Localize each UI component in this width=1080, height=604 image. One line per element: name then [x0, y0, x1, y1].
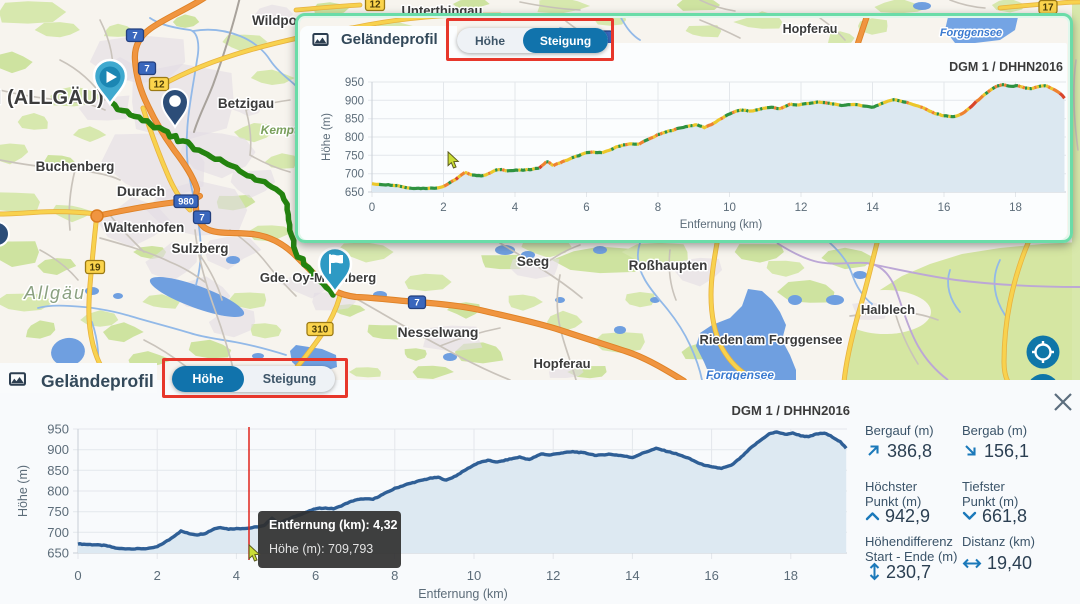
- svg-text:10: 10: [723, 202, 736, 214]
- svg-text:Hopferau: Hopferau: [533, 356, 590, 371]
- svg-text:Hopferau: Hopferau: [783, 22, 838, 36]
- svg-text:900: 900: [47, 442, 69, 457]
- svg-text:0: 0: [74, 568, 81, 583]
- svg-text:Entfernung (km): Entfernung (km): [418, 587, 508, 601]
- svg-text:850: 850: [345, 114, 364, 126]
- svg-text:Seeg: Seeg: [517, 254, 549, 269]
- svg-text:4: 4: [233, 568, 240, 583]
- svg-text:8: 8: [655, 202, 661, 214]
- svg-text:800: 800: [47, 484, 69, 499]
- svg-text:750: 750: [47, 504, 69, 519]
- svg-text:12: 12: [153, 80, 165, 91]
- svg-text:7: 7: [414, 298, 419, 309]
- svg-text:Rieden am Forggensee: Rieden am Forggensee: [699, 332, 842, 347]
- svg-text:12: 12: [546, 568, 560, 583]
- svg-text:950: 950: [345, 77, 364, 89]
- svg-text:19: 19: [89, 263, 101, 274]
- svg-text:Wildpo: Wildpo: [252, 13, 297, 28]
- svg-text:Halblech: Halblech: [861, 302, 915, 317]
- svg-text:650: 650: [345, 187, 364, 199]
- svg-text:8: 8: [391, 568, 398, 583]
- svg-text:Forggensee: Forggensee: [940, 27, 1002, 39]
- svg-text:Höhe (m): Höhe (m): [321, 113, 333, 161]
- svg-text:980: 980: [178, 197, 194, 208]
- svg-text:14: 14: [866, 202, 879, 214]
- svg-text:7: 7: [199, 213, 204, 224]
- svg-text:0: 0: [369, 202, 375, 214]
- svg-text:10: 10: [467, 568, 481, 583]
- svg-text:6: 6: [583, 202, 589, 214]
- svg-text:2: 2: [440, 202, 446, 214]
- svg-text:800: 800: [345, 132, 364, 144]
- svg-text:900: 900: [345, 95, 364, 107]
- svg-text:12: 12: [369, 0, 381, 11]
- svg-text:850: 850: [47, 463, 69, 478]
- svg-text:Roßhaupten: Roßhaupten: [629, 258, 708, 273]
- svg-text:Buchenberg: Buchenberg: [36, 159, 115, 174]
- svg-text:750: 750: [345, 150, 364, 162]
- svg-text:650: 650: [47, 546, 69, 561]
- svg-text:16: 16: [704, 568, 718, 583]
- svg-text:310: 310: [312, 325, 329, 336]
- svg-text:18: 18: [1009, 202, 1022, 214]
- svg-text:6: 6: [312, 568, 319, 583]
- svg-text:Kempter: Kempter: [261, 123, 311, 137]
- svg-text:12: 12: [795, 202, 808, 214]
- svg-text:18: 18: [784, 568, 798, 583]
- svg-text:700: 700: [345, 169, 364, 181]
- svg-text:Entfernung (km): Entfernung (km): [680, 219, 763, 231]
- svg-text:Nesselwang: Nesselwang: [398, 324, 479, 340]
- svg-text:Forggensee: Forggensee: [706, 368, 774, 382]
- svg-text:950: 950: [47, 422, 69, 437]
- svg-text:7: 7: [144, 64, 149, 75]
- svg-text:Betzigau: Betzigau: [218, 96, 274, 111]
- svg-text:2: 2: [154, 568, 161, 583]
- svg-text:17: 17: [1042, 3, 1054, 14]
- svg-text:7: 7: [132, 31, 137, 42]
- svg-text:DGM 1 / DHHN2016: DGM 1 / DHHN2016: [949, 60, 1063, 74]
- svg-text:Sulzberg: Sulzberg: [171, 241, 228, 256]
- svg-text:Höhe (m): Höhe (m): [16, 465, 30, 517]
- svg-text:16: 16: [938, 202, 951, 214]
- svg-text:Gde. Oy-Mittelberg: Gde. Oy-Mittelberg: [260, 270, 376, 285]
- svg-text:Waltenhofen: Waltenhofen: [104, 220, 185, 235]
- svg-text:4: 4: [512, 202, 519, 214]
- svg-text:Allgäu: Allgäu: [23, 283, 86, 303]
- svg-text:14: 14: [625, 568, 639, 583]
- svg-text:700: 700: [47, 525, 69, 540]
- svg-text:Durach: Durach: [117, 183, 165, 199]
- svg-text:N (ALLGÄU): N (ALLGÄU): [0, 86, 104, 109]
